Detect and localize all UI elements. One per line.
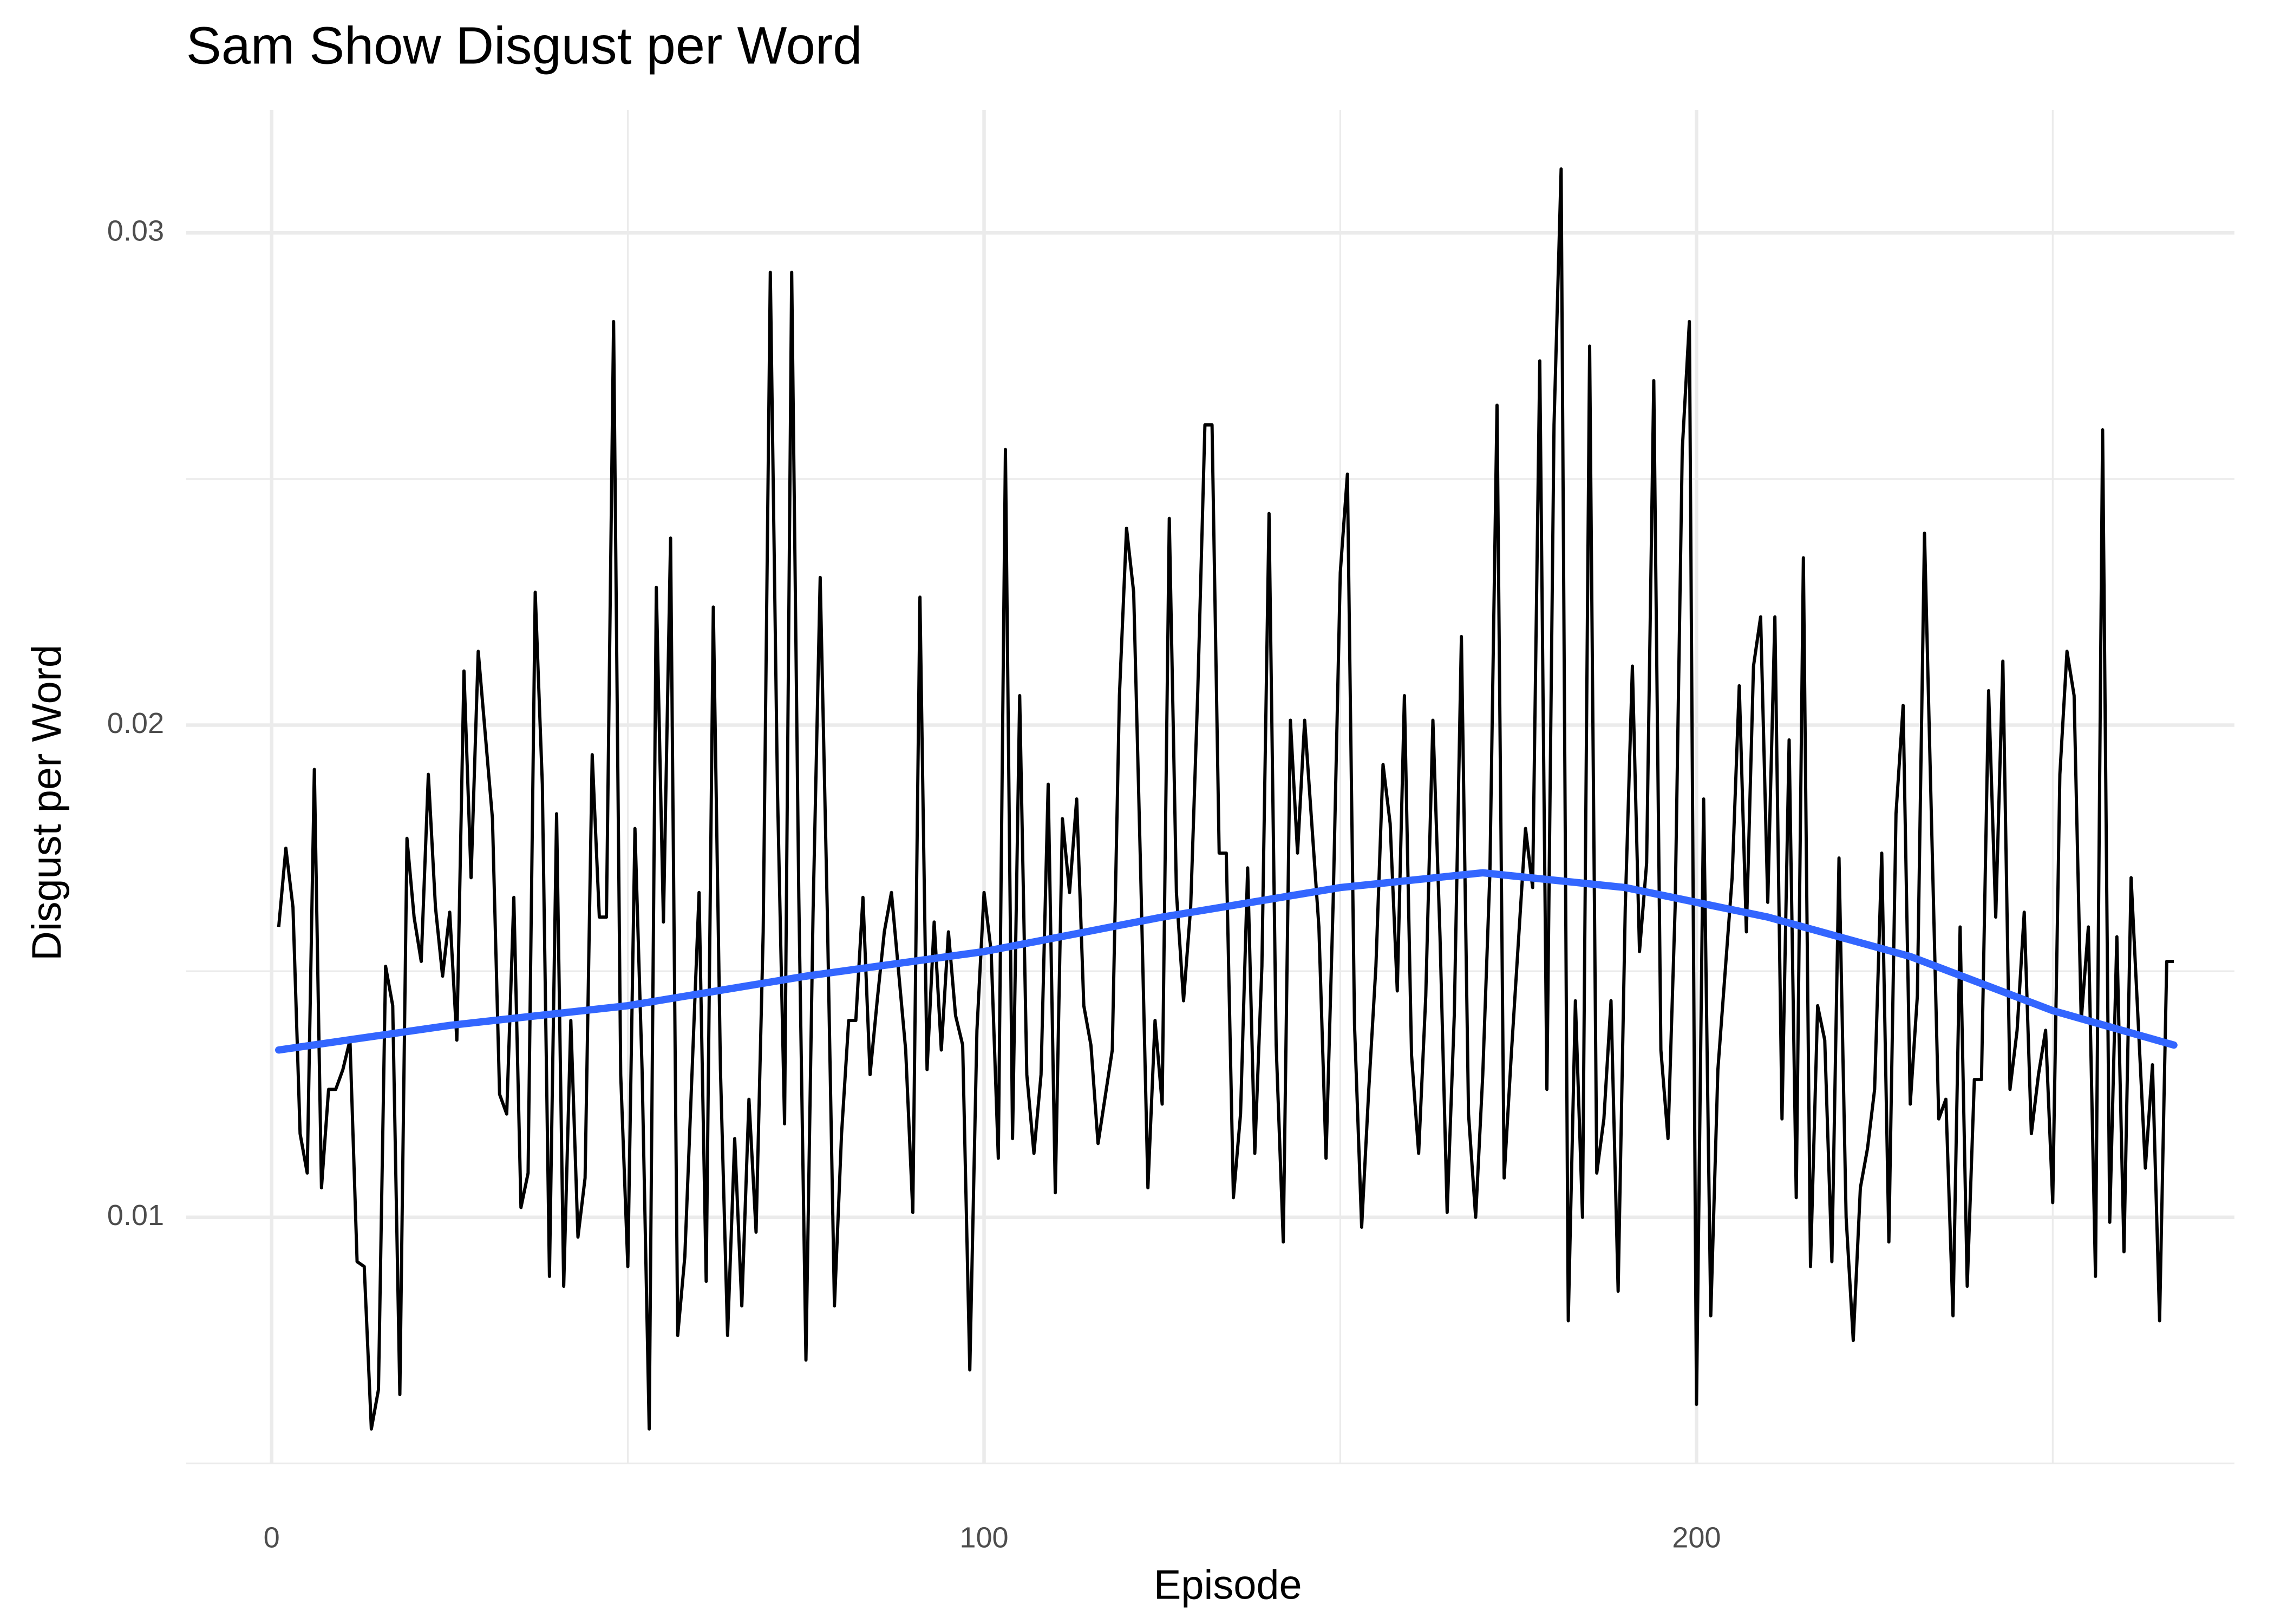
data-line bbox=[277, 167, 2174, 1431]
smooth-line bbox=[275, 869, 2178, 1054]
plot-area bbox=[275, 167, 2178, 1431]
y-axis-title: Disgust per Word bbox=[24, 645, 70, 961]
x-tick-label: 0 bbox=[264, 1521, 280, 1554]
y-tick-label: 0.02 bbox=[107, 707, 164, 739]
x-tick-label: 200 bbox=[1672, 1521, 1721, 1554]
chart-title: Sam Show Disgust per Word bbox=[186, 16, 862, 75]
x-tick-label: 100 bbox=[959, 1521, 1008, 1554]
y-tick-label: 0.03 bbox=[107, 215, 164, 247]
grid bbox=[186, 109, 2234, 1465]
x-axis-title: Episode bbox=[1154, 1562, 1302, 1608]
y-tick-label: 0.01 bbox=[107, 1199, 164, 1232]
